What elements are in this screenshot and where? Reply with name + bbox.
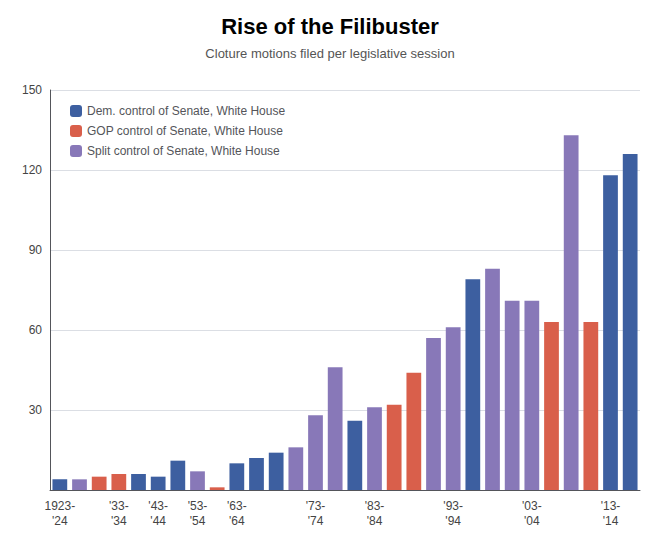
svg-text:Rise of the Filibuster: Rise of the Filibuster (221, 14, 439, 39)
svg-text:30: 30 (29, 403, 43, 417)
svg-text:'03-: '03- (522, 499, 542, 513)
svg-text:'94: '94 (445, 514, 461, 528)
svg-text:'43-: '43- (148, 499, 168, 513)
svg-text:'63-: '63- (227, 499, 247, 513)
svg-text:150: 150 (22, 83, 42, 97)
svg-text:120: 120 (22, 163, 42, 177)
svg-text:'84: '84 (367, 514, 383, 528)
svg-text:'53-: '53- (188, 499, 208, 513)
svg-text:'93-: '93- (443, 499, 463, 513)
svg-text:'73-: '73- (306, 499, 326, 513)
svg-text:'44: '44 (150, 514, 166, 528)
svg-text:'33-: '33- (109, 499, 129, 513)
svg-text:1923-: 1923- (44, 499, 75, 513)
svg-text:Cloture motions filed per legi: Cloture motions filed per legislative se… (205, 46, 454, 61)
svg-text:'74: '74 (308, 514, 324, 528)
svg-text:'83-: '83- (365, 499, 385, 513)
svg-text:'24: '24 (52, 514, 68, 528)
svg-text:90: 90 (29, 243, 43, 257)
svg-text:GOP control of Senate, White H: GOP control of Senate, White House (87, 124, 283, 138)
svg-text:'14: '14 (603, 514, 619, 528)
svg-text:Split control of Senate, White: Split control of Senate, White House (87, 144, 280, 158)
svg-text:'04: '04 (524, 514, 540, 528)
svg-text:'13-: '13- (601, 499, 621, 513)
svg-text:'34: '34 (111, 514, 127, 528)
svg-text:'64: '64 (229, 514, 245, 528)
svg-text:'54: '54 (190, 514, 206, 528)
svg-text:60: 60 (29, 323, 43, 337)
svg-text:Dem. control of Senate, White: Dem. control of Senate, White House (87, 104, 285, 118)
